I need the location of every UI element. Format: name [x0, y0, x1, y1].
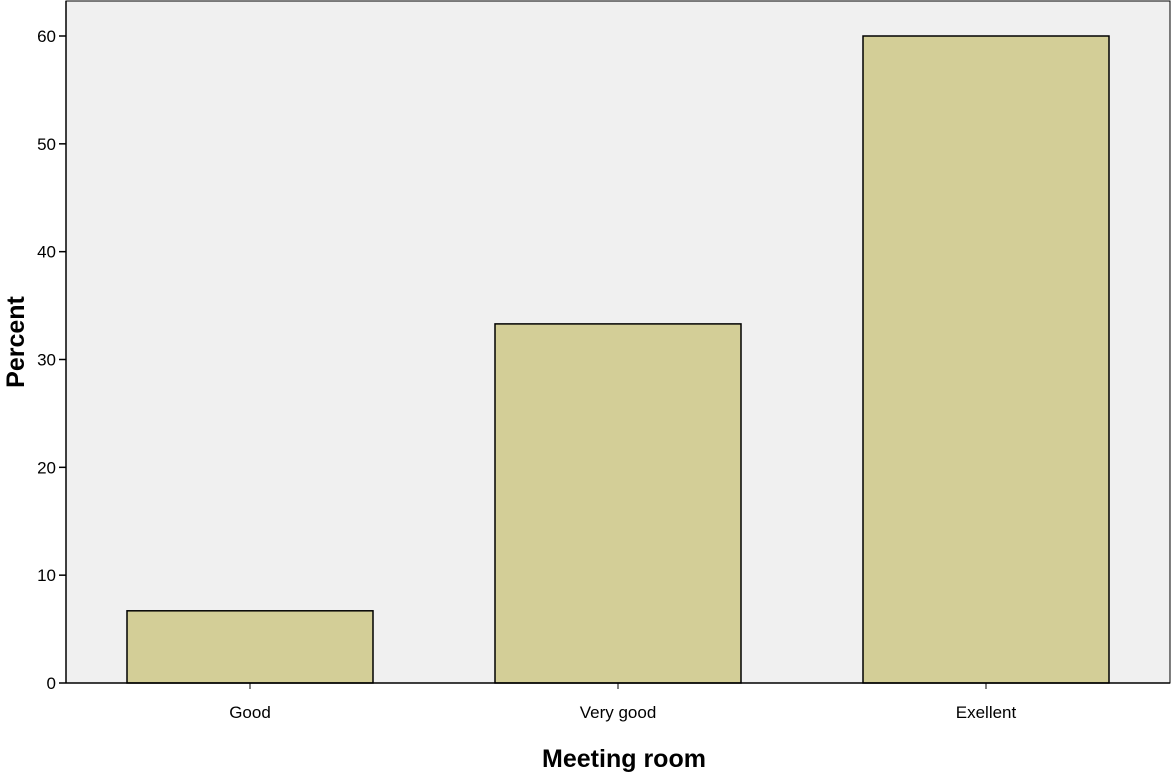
y-tick-label: 40 [37, 243, 56, 262]
bar-good [126, 610, 374, 684]
bar-exellent [862, 35, 1110, 684]
bar-very-good [494, 323, 742, 684]
y-tick-label: 60 [37, 27, 56, 46]
axes-layer: Good Very good Exellent 0 10 20 30 40 50 60 [37, 1, 1170, 722]
y-tick-label: 0 [47, 674, 56, 693]
x-tick-label: Exellent [956, 703, 1017, 722]
bars-layer [126, 35, 1110, 684]
y-axis-title: Percent [2, 295, 30, 387]
y-tick-label: 10 [37, 566, 56, 585]
y-tick-label: 30 [37, 351, 56, 370]
y-tick-label: 20 [37, 458, 56, 477]
x-tick-label: Good [229, 703, 271, 722]
x-tick-label: Very good [580, 703, 657, 722]
x-axis-title: Meeting room [542, 745, 706, 773]
y-tick-label: 50 [37, 135, 56, 154]
